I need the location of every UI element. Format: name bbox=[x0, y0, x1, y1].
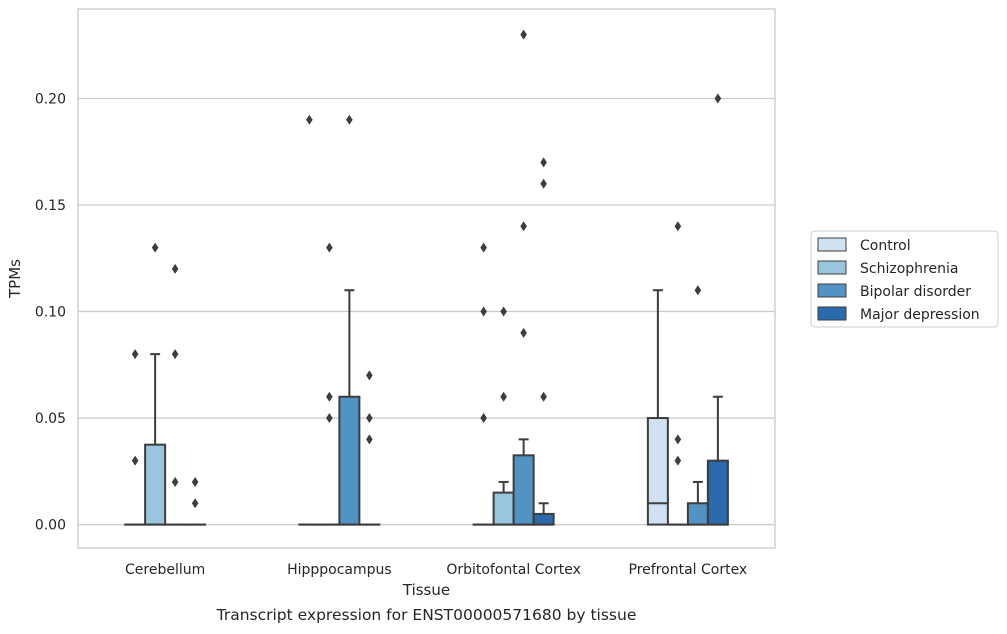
outlier-point bbox=[346, 114, 353, 125]
grid-lines bbox=[78, 97, 775, 526]
legend-label: Bipolar disorder bbox=[860, 284, 971, 300]
x-tick-label: Hipppocampus bbox=[287, 562, 392, 578]
box-group bbox=[706, 93, 729, 526]
x-axis-label: Tissue bbox=[402, 581, 450, 599]
outlier-point bbox=[131, 455, 139, 466]
boxes bbox=[124, 29, 729, 526]
chart-caption: Transcript expression for ENST0000057168… bbox=[216, 606, 637, 624]
box-group bbox=[512, 29, 535, 526]
outlier-point bbox=[674, 221, 682, 232]
outlier-point bbox=[520, 221, 527, 232]
box-group bbox=[472, 242, 495, 526]
y-tick-label: 0.10 bbox=[35, 305, 66, 321]
legend-label: Schizophrenia bbox=[860, 261, 958, 277]
legend-frame bbox=[810, 230, 999, 328]
box bbox=[686, 502, 709, 526]
outlier-point bbox=[326, 242, 333, 253]
outlier-point bbox=[714, 93, 722, 104]
outlier-point bbox=[540, 157, 547, 168]
outlier-point bbox=[500, 306, 507, 317]
x-tick-label: Orbitofontal Cortex bbox=[446, 562, 581, 578]
y-tick-label: 0.05 bbox=[35, 411, 66, 427]
outlier-point bbox=[540, 391, 547, 402]
box bbox=[512, 454, 535, 526]
y-tick-label: 0.00 bbox=[35, 518, 66, 534]
outlier-point bbox=[151, 242, 159, 253]
outlier-point bbox=[520, 327, 527, 338]
outlier-point bbox=[171, 349, 179, 360]
outlier-point bbox=[674, 455, 682, 466]
outlier-point bbox=[366, 370, 373, 381]
box-group bbox=[338, 114, 361, 526]
box-group bbox=[686, 285, 709, 526]
outlier-point bbox=[191, 476, 199, 487]
box-group bbox=[298, 114, 321, 526]
y-axis-label: TPMs bbox=[6, 259, 24, 299]
outlier-point bbox=[366, 434, 373, 445]
x-tick-label: Cerebellum bbox=[125, 562, 205, 578]
outlier-point bbox=[540, 178, 547, 189]
legend-swatch bbox=[817, 283, 847, 298]
outlier-point bbox=[480, 242, 487, 253]
box-group bbox=[666, 221, 689, 526]
outlier-point bbox=[366, 413, 373, 424]
box-group bbox=[184, 476, 207, 526]
box bbox=[646, 417, 669, 526]
outlier-point bbox=[306, 114, 313, 125]
x-tick-labels: Cerebellum Hipppocampus Orbitofontal Corte… bbox=[125, 562, 747, 578]
box-group bbox=[164, 263, 187, 526]
outlier-point bbox=[131, 349, 139, 360]
outlier-point bbox=[326, 391, 333, 402]
box-group bbox=[144, 242, 167, 526]
plot-frame bbox=[77, 8, 776, 549]
y-tick-label: 0.20 bbox=[35, 91, 66, 107]
box bbox=[338, 395, 361, 526]
outlier-point bbox=[171, 263, 179, 274]
box bbox=[492, 491, 515, 526]
outlier-point bbox=[520, 29, 527, 40]
legend-swatch bbox=[817, 260, 847, 275]
outlier-point bbox=[500, 391, 507, 402]
box bbox=[706, 459, 729, 526]
x-tick-label: Prefrontal Cortex bbox=[629, 562, 748, 578]
box-group bbox=[124, 349, 147, 526]
box-group bbox=[492, 306, 515, 526]
outlier-point bbox=[674, 434, 682, 445]
outlier-point bbox=[326, 413, 333, 424]
outlier-point bbox=[480, 306, 487, 317]
legend-swatch bbox=[817, 306, 847, 321]
outlier-point bbox=[694, 285, 702, 296]
box-group bbox=[646, 289, 669, 526]
box-group bbox=[532, 157, 555, 526]
outlier-point bbox=[480, 413, 487, 424]
legend-label: Control bbox=[860, 238, 911, 254]
y-tick-label: 0.15 bbox=[35, 198, 66, 214]
box-group bbox=[318, 242, 341, 526]
y-tick-labels: 0.00 0.05 0.10 0.15 0.20 bbox=[35, 91, 66, 533]
outlier-point bbox=[191, 498, 199, 509]
box bbox=[532, 512, 555, 526]
legend-label: Major depression bbox=[860, 307, 980, 323]
legend: Control Schizophrenia Bipolar disorder Majo… bbox=[810, 230, 999, 328]
outlier-point bbox=[171, 476, 179, 487]
box-group bbox=[358, 370, 381, 526]
legend-swatch bbox=[817, 237, 847, 252]
box bbox=[144, 443, 167, 526]
